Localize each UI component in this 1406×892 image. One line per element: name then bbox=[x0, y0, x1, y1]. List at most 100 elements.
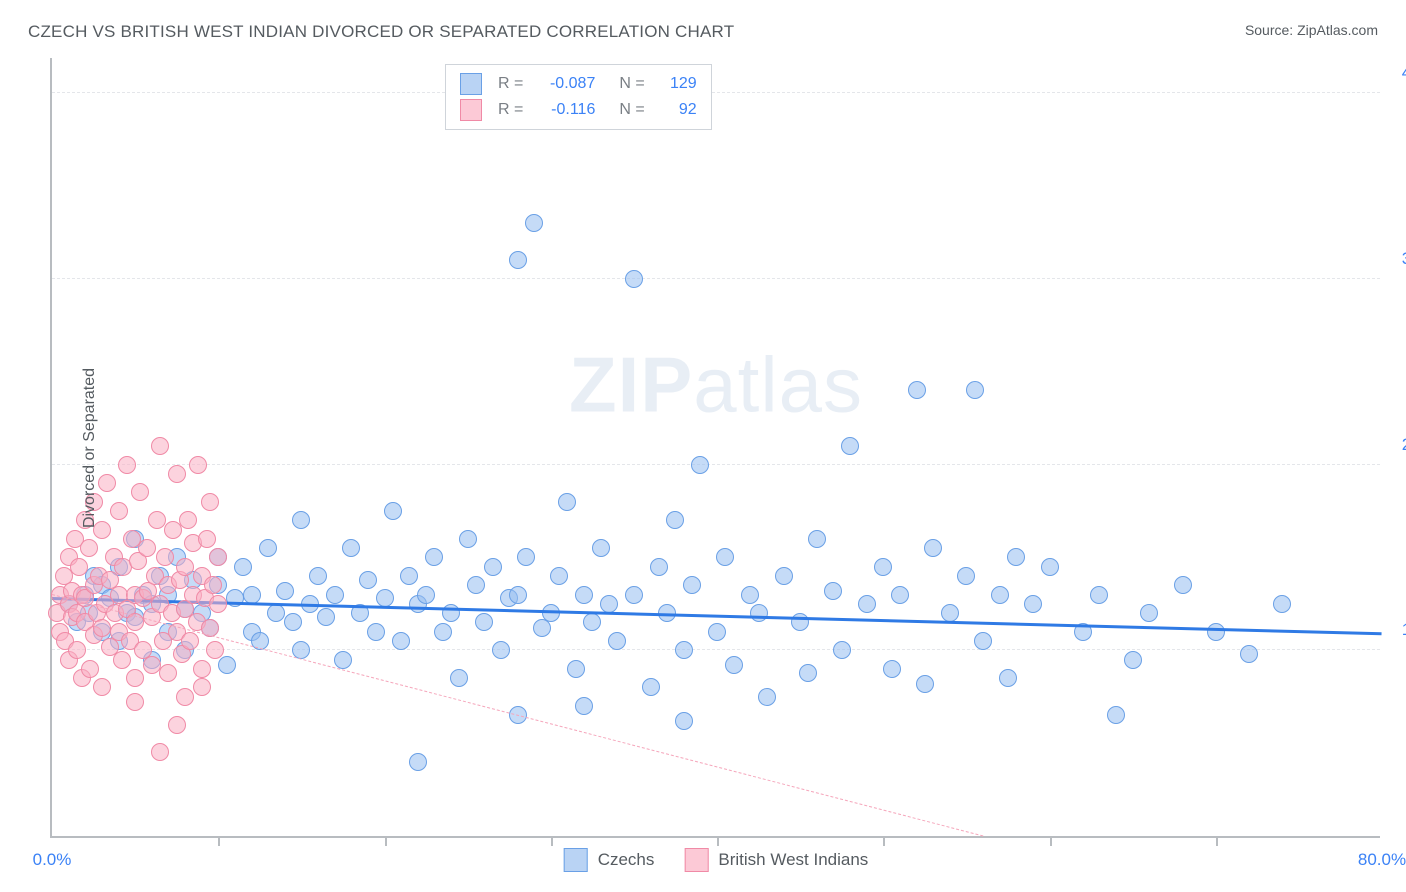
scatter-point bbox=[168, 465, 186, 483]
scatter-point bbox=[259, 539, 277, 557]
scatter-point bbox=[608, 632, 626, 650]
scatter-point bbox=[716, 548, 734, 566]
x-tick bbox=[717, 836, 719, 846]
x-tick bbox=[883, 836, 885, 846]
scatter-point bbox=[708, 623, 726, 641]
scatter-point bbox=[509, 251, 527, 269]
scatter-point bbox=[908, 381, 926, 399]
scatter-point bbox=[1207, 623, 1225, 641]
chart-area: ZIPatlas 10.0%20.0%30.0%40.0%0.0%80.0%Cz… bbox=[50, 58, 1380, 838]
scatter-point bbox=[326, 586, 344, 604]
scatter-point bbox=[841, 437, 859, 455]
scatter-point bbox=[126, 669, 144, 687]
scatter-point bbox=[691, 456, 709, 474]
x-tick bbox=[551, 836, 553, 846]
scatter-point bbox=[189, 456, 207, 474]
x-tick-label: 0.0% bbox=[33, 850, 72, 870]
scatter-point bbox=[492, 641, 510, 659]
scatter-point bbox=[991, 586, 1009, 604]
legend-stats: R =-0.087N =129R =-0.116N =92 bbox=[445, 64, 712, 130]
scatter-point bbox=[342, 539, 360, 557]
scatter-point bbox=[484, 558, 502, 576]
chart-title: CZECH VS BRITISH WEST INDIAN DIVORCED OR… bbox=[28, 22, 734, 42]
scatter-point bbox=[176, 558, 194, 576]
y-tick-label: 10.0% bbox=[1402, 620, 1406, 640]
scatter-point bbox=[675, 712, 693, 730]
scatter-point bbox=[966, 381, 984, 399]
scatter-point bbox=[1024, 595, 1042, 613]
scatter-point bbox=[650, 558, 668, 576]
scatter-point bbox=[1041, 558, 1059, 576]
scatter-point bbox=[575, 586, 593, 604]
scatter-point bbox=[334, 651, 352, 669]
scatter-point bbox=[209, 548, 227, 566]
legend-swatch bbox=[684, 848, 708, 872]
scatter-point bbox=[159, 664, 177, 682]
watermark: ZIPatlas bbox=[569, 339, 863, 430]
scatter-point bbox=[434, 623, 452, 641]
legend-swatch bbox=[564, 848, 588, 872]
scatter-point bbox=[209, 595, 227, 613]
y-tick-label: 30.0% bbox=[1402, 249, 1406, 269]
legend-r-label: R = bbox=[498, 101, 523, 119]
scatter-point bbox=[683, 576, 701, 594]
scatter-point bbox=[181, 632, 199, 650]
x-tick-label: 80.0% bbox=[1358, 850, 1406, 870]
scatter-point bbox=[999, 669, 1017, 687]
scatter-point bbox=[425, 548, 443, 566]
scatter-point bbox=[558, 493, 576, 511]
scatter-point bbox=[833, 641, 851, 659]
scatter-point bbox=[957, 567, 975, 585]
scatter-point bbox=[625, 270, 643, 288]
scatter-point bbox=[93, 678, 111, 696]
legend-r-value: -0.116 bbox=[535, 101, 595, 119]
gridline-h bbox=[52, 464, 1380, 465]
scatter-point bbox=[808, 530, 826, 548]
scatter-point bbox=[575, 697, 593, 715]
scatter-point bbox=[68, 641, 86, 659]
scatter-point bbox=[517, 548, 535, 566]
legend-stats-row: R = -0.116 N = 92 bbox=[460, 97, 697, 123]
legend-r-label: R = bbox=[498, 75, 523, 93]
y-axis-label: Divorced or Separated bbox=[81, 368, 99, 528]
scatter-point bbox=[118, 456, 136, 474]
scatter-point bbox=[70, 558, 88, 576]
scatter-point bbox=[741, 586, 759, 604]
trend-line bbox=[52, 594, 983, 836]
scatter-point bbox=[243, 586, 261, 604]
scatter-point bbox=[151, 437, 169, 455]
scatter-point bbox=[276, 582, 294, 600]
legend-bottom: CzechsBritish West Indians bbox=[564, 848, 869, 872]
scatter-point bbox=[376, 589, 394, 607]
scatter-point bbox=[126, 693, 144, 711]
scatter-point bbox=[583, 613, 601, 631]
scatter-point bbox=[93, 619, 111, 637]
legend-label: British West Indians bbox=[718, 850, 868, 870]
scatter-point bbox=[234, 558, 252, 576]
y-tick-label: 40.0% bbox=[1402, 63, 1406, 83]
scatter-point bbox=[110, 502, 128, 520]
scatter-point bbox=[1107, 706, 1125, 724]
scatter-point bbox=[799, 664, 817, 682]
scatter-point bbox=[131, 483, 149, 501]
scatter-point bbox=[179, 511, 197, 529]
gridline-h bbox=[52, 278, 1380, 279]
scatter-point bbox=[567, 660, 585, 678]
legend-r-value: -0.087 bbox=[535, 75, 595, 93]
scatter-point bbox=[592, 539, 610, 557]
header: CZECH VS BRITISH WEST INDIAN DIVORCED OR… bbox=[0, 0, 1406, 50]
scatter-point bbox=[267, 604, 285, 622]
scatter-point bbox=[459, 530, 477, 548]
scatter-point bbox=[409, 753, 427, 771]
scatter-point bbox=[775, 567, 793, 585]
scatter-point bbox=[176, 688, 194, 706]
scatter-point bbox=[883, 660, 901, 678]
scatter-point bbox=[625, 586, 643, 604]
legend-n-label: N = bbox=[619, 101, 644, 119]
scatter-point bbox=[725, 656, 743, 674]
scatter-point bbox=[367, 623, 385, 641]
x-tick bbox=[385, 836, 387, 846]
legend-n-value: 92 bbox=[657, 101, 697, 119]
scatter-point bbox=[400, 567, 418, 585]
scatter-point bbox=[392, 632, 410, 650]
